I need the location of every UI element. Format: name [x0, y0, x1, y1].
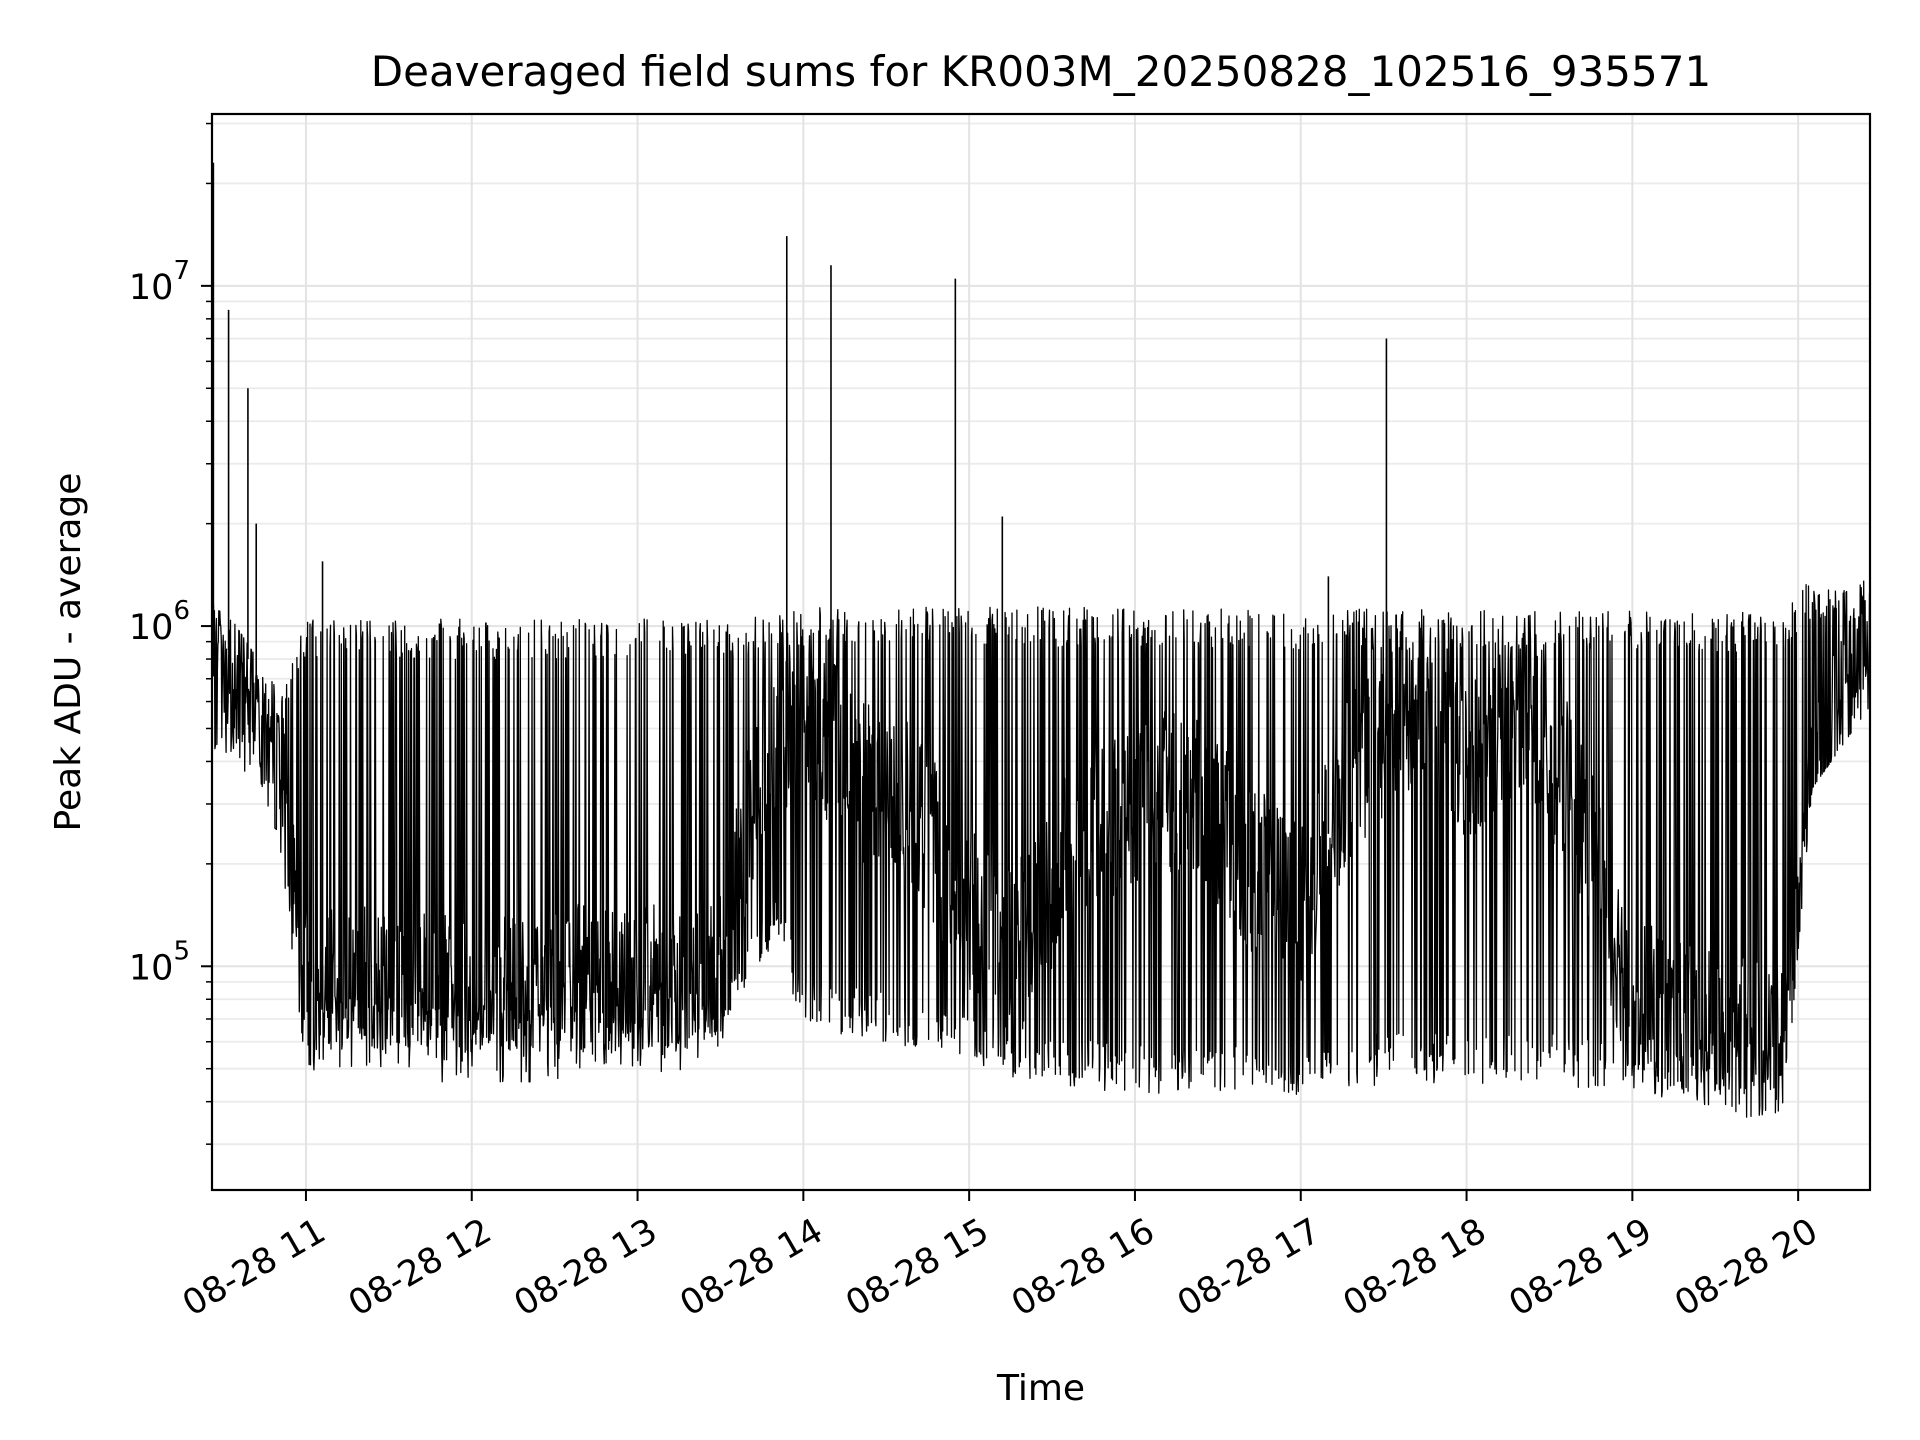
- y-tick-label: 105: [129, 936, 190, 988]
- y-tick-label: 106: [129, 596, 190, 648]
- plot-frame: [210, 112, 1872, 1192]
- y-tick-label: 107: [129, 256, 190, 308]
- series-layer: [211, 162, 1871, 1118]
- chart-title: Deaveraged field sums for KR003M_2025082…: [371, 47, 1711, 96]
- series-line: [211, 580, 1871, 1118]
- y-axis-label: Peak ADU - average: [48, 473, 89, 832]
- x-axis-label: Time: [996, 1368, 1085, 1409]
